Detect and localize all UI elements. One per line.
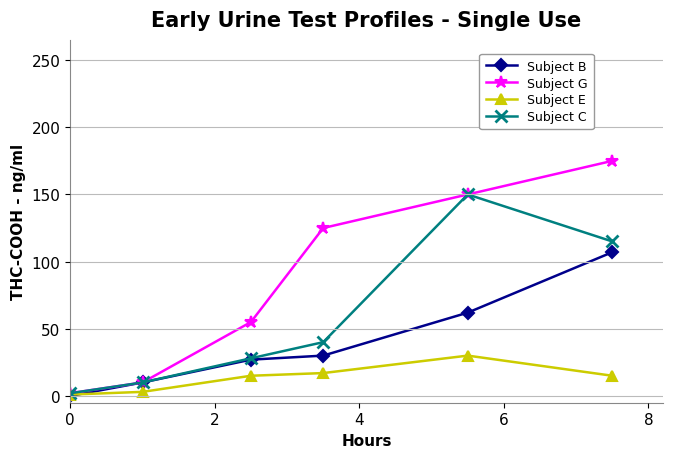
Subject C [608,239,616,245]
Subject E [138,389,146,395]
Subject B [464,310,472,316]
Subject E [66,392,74,397]
Title: Early Urine Test Profiles - Single Use: Early Urine Test Profiles - Single Use [152,11,582,31]
Subject G [138,380,146,386]
Subject E [608,373,616,379]
X-axis label: Hours: Hours [341,433,392,448]
Line: Subject C: Subject C [64,189,619,400]
Subject E [319,370,328,376]
Subject C [247,356,255,361]
Line: Subject G: Subject G [64,155,619,400]
Subject C [319,340,328,345]
Subject B [66,393,74,399]
Line: Subject B: Subject B [66,248,617,400]
Line: Subject E: Subject E [65,351,617,399]
Subject B [138,380,146,386]
Subject B [247,357,255,363]
Subject G [66,391,74,396]
Subject B [608,250,616,255]
Subject G [464,192,472,198]
Subject G [608,159,616,164]
Legend: Subject B, Subject G, Subject E, Subject C: Subject B, Subject G, Subject E, Subject… [479,54,594,130]
Subject B [319,353,328,358]
Subject C [464,192,472,198]
Subject E [247,373,255,379]
Subject E [464,353,472,358]
Subject G [247,319,255,325]
Subject C [66,391,74,396]
Subject C [138,380,146,386]
Y-axis label: THC-COOH - ng/ml: THC-COOH - ng/ml [11,144,26,300]
Subject G [319,226,328,231]
